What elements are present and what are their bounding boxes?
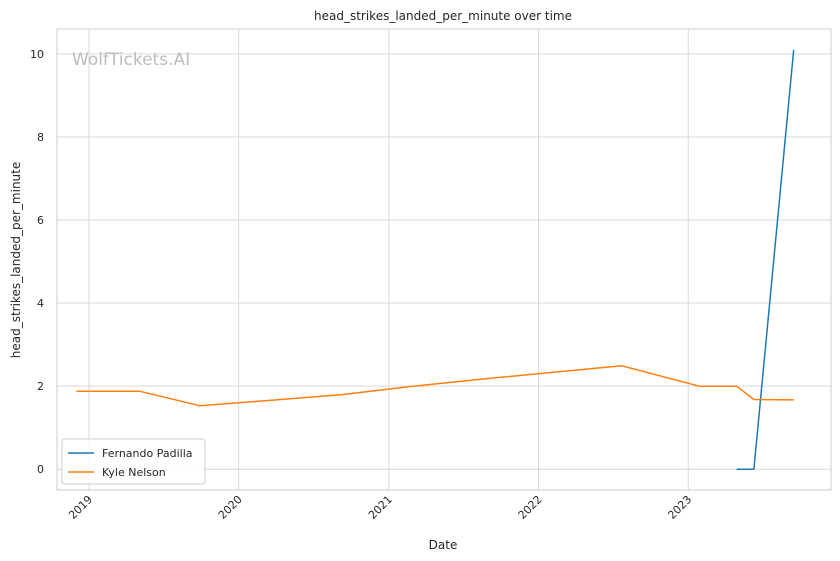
legend-label: Kyle Nelson xyxy=(102,466,166,479)
x-tick-label: 2019 xyxy=(66,493,95,522)
series-line xyxy=(736,49,795,470)
legend-box xyxy=(61,438,206,485)
legend-label: Fernando Padilla xyxy=(102,447,193,460)
series-lines xyxy=(76,49,795,470)
series-line xyxy=(76,365,794,407)
x-tick-label: 2022 xyxy=(516,493,545,522)
plot-frame xyxy=(56,28,832,491)
y-tick-labels: 0 2 4 6 8 10 xyxy=(30,48,44,476)
y-tick-label: 8 xyxy=(37,131,44,144)
y-tick-label: 6 xyxy=(37,214,44,227)
plot-border xyxy=(56,28,832,491)
watermark-text: WolfTickets.AI xyxy=(72,50,190,70)
x-tick-label: 2023 xyxy=(665,493,694,522)
legend: Fernando Padilla Kyle Nelson xyxy=(61,438,206,485)
x-tick-labels: 2019 2020 2021 2022 2023 xyxy=(66,493,694,522)
chart-title: head_strikes_landed_per_minute over time xyxy=(314,9,572,23)
x-tick-label: 2021 xyxy=(366,493,395,522)
x-axis-label: Date xyxy=(429,538,458,552)
grid-lines xyxy=(57,29,831,490)
x-tick-label: 2020 xyxy=(216,493,245,522)
y-tick-label: 0 xyxy=(37,463,44,476)
y-axis-label: head_strikes_landed_per_minute xyxy=(9,162,23,359)
y-tick-label: 10 xyxy=(30,48,44,61)
y-tick-label: 2 xyxy=(37,380,44,393)
y-tick-label: 4 xyxy=(37,297,44,310)
